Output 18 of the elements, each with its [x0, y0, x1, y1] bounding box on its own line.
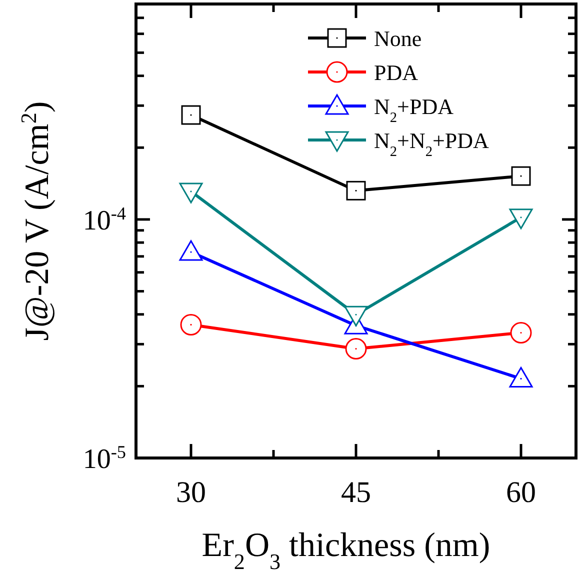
legend-label: PDA — [374, 60, 418, 85]
x-tick-label: 30 — [176, 476, 206, 509]
point — [510, 322, 532, 344]
point — [179, 240, 203, 261]
x-tick-label: 60 — [506, 476, 536, 509]
point — [346, 180, 366, 200]
x-tick-label: 45 — [341, 476, 371, 509]
y-tick-label: 10$^{-5}$ — [82, 442, 126, 475]
point — [345, 338, 367, 360]
y-tick-label: 10$^{-4}$ — [82, 203, 126, 236]
point — [181, 105, 201, 125]
legend-label: None — [374, 26, 422, 51]
point — [511, 166, 531, 186]
point — [509, 366, 533, 388]
legend-label: N$_{2}$+N$_{2}$+PDA — [374, 128, 490, 160]
x-axis-title: Er$_{2}$O$_{3}$ thickness (nm) — [202, 527, 490, 574]
point — [180, 314, 202, 336]
legend-label: N$_{2}$+PDA — [374, 94, 454, 126]
